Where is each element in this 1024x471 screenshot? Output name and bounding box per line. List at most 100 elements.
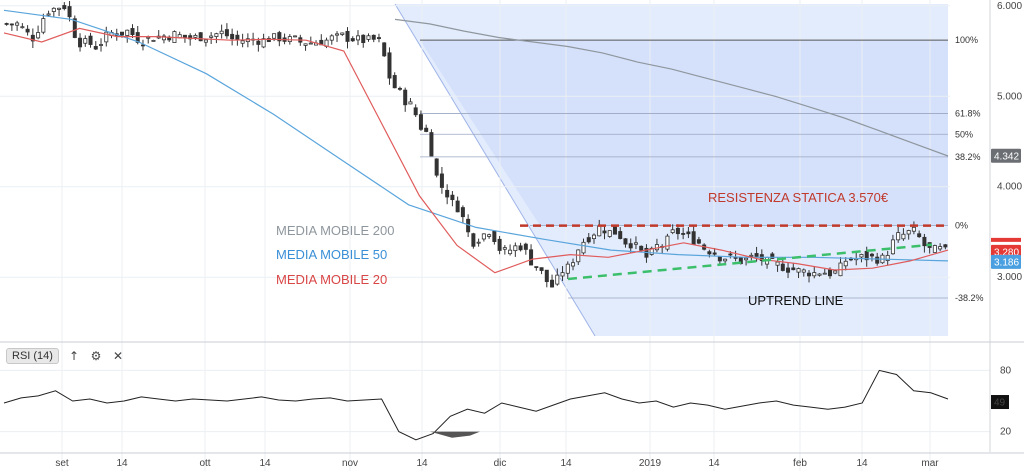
rsi-study-label[interactable]: RSI (14) [6, 348, 59, 364]
candle-body [272, 33, 277, 39]
candle-body [791, 267, 796, 271]
candle-body [72, 18, 77, 38]
candle-body [807, 272, 812, 277]
candle-body [4, 23, 9, 25]
candle-body [161, 35, 166, 41]
candle-body [287, 36, 292, 43]
candle-body [471, 233, 476, 247]
candle-body [796, 268, 801, 273]
candle-body [681, 233, 686, 235]
candle-body [140, 44, 145, 47]
price-badge-bg [991, 254, 1021, 269]
candle-body [266, 38, 271, 43]
candle-body [62, 5, 67, 10]
candle-body [335, 33, 340, 36]
candle-body [875, 256, 880, 264]
series-ma20 [3, 27, 949, 274]
candle-body [544, 269, 549, 283]
fib-label: 50% [955, 129, 973, 139]
candle-body [424, 127, 429, 132]
candle-body [633, 242, 638, 245]
price-tick-label: 3.000 [997, 272, 1022, 283]
candle-body [455, 200, 460, 213]
time-tick-label: 14 [560, 458, 572, 469]
rsi-badge-bg [991, 395, 1009, 410]
gear-icon[interactable]: ⚙ [90, 349, 102, 363]
candle-body [801, 269, 806, 273]
candle-body [749, 254, 754, 257]
candle-body [607, 230, 612, 237]
candle-body [565, 263, 570, 274]
candle-body [308, 42, 313, 45]
arrow-up-icon[interactable]: ↑ [68, 349, 79, 363]
candle-body [214, 33, 219, 37]
price-badge-label: 3.186 [994, 257, 1019, 268]
candle-body [366, 35, 371, 40]
candle-body [83, 38, 88, 44]
candle-body [408, 101, 413, 105]
close-icon[interactable]: ✕ [112, 349, 123, 363]
candle-body [833, 270, 838, 274]
candle-body [329, 35, 334, 41]
fib-label: -38.2% [955, 293, 984, 303]
candle-body [508, 249, 513, 255]
candle-body [602, 230, 607, 234]
candle-body [812, 272, 817, 277]
candle-body [649, 247, 654, 255]
candle-body [224, 29, 229, 37]
candle-body [219, 30, 224, 35]
candle-body [618, 231, 623, 239]
candle-body [917, 233, 922, 238]
candle-body [943, 244, 948, 248]
price-tick-label: 5.000 [997, 91, 1022, 102]
time-tick-label: nov [342, 458, 358, 469]
time-tick-label: set [55, 458, 69, 469]
candle-body [592, 234, 597, 240]
candle-body [675, 227, 680, 235]
candle-body [822, 272, 827, 275]
candle-body [932, 245, 937, 253]
candle-body [41, 18, 46, 33]
candle-body [843, 260, 848, 267]
candle-body [529, 249, 534, 266]
candle-body [434, 158, 439, 176]
candle-body [240, 40, 245, 44]
rsi-oversold-fill [430, 431, 480, 438]
candle-body [723, 258, 728, 262]
time-tick-label: 14 [116, 458, 128, 469]
time-tick-label: feb [793, 458, 807, 469]
candle-body [15, 22, 20, 26]
candle-body [387, 52, 392, 79]
candle-body [193, 35, 198, 38]
candle-body [203, 39, 208, 43]
candle-body [361, 34, 366, 44]
candle-body [418, 114, 423, 130]
candle-body [906, 230, 911, 235]
candle-body [198, 32, 203, 42]
candle-body [896, 232, 901, 241]
fib-label: 0% [955, 221, 968, 231]
candle-body [57, 7, 62, 10]
price-badge-label: 4.342 [994, 151, 1019, 162]
candle-body [130, 28, 135, 36]
candle-body [476, 241, 481, 244]
candle-body [534, 266, 539, 268]
rsi-badge-label: 49 [994, 398, 1006, 409]
candle-body [135, 32, 140, 43]
price-tick-label: 6.000 [997, 1, 1022, 12]
fib-trend-line [394, 3, 596, 337]
candle-body [890, 239, 895, 255]
candle-body [754, 253, 759, 257]
candle-body [397, 87, 402, 90]
candle-body [125, 29, 130, 36]
candle-body [696, 239, 701, 244]
candle-body [120, 31, 125, 36]
candles [4, 1, 948, 288]
candle-body [828, 269, 833, 277]
candle-body [623, 238, 628, 245]
candle-body [670, 229, 675, 234]
candle-body [67, 6, 72, 18]
rsi-tick-label: 20 [1000, 427, 1012, 438]
candle-body [146, 36, 151, 39]
